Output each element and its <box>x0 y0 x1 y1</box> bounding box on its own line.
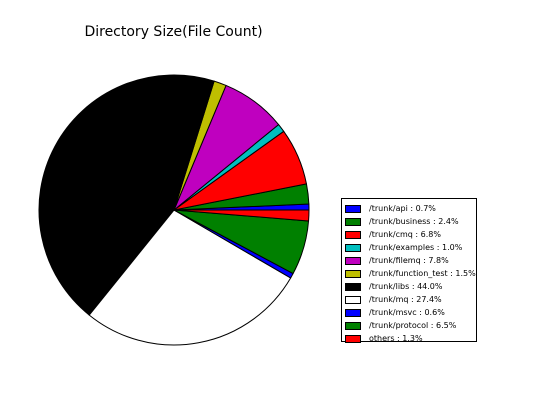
legend: /trunk/api : 0.7% /trunk/business : 2.4% /… <box>341 198 477 342</box>
legend-swatch <box>345 231 361 239</box>
legend-label: /trunk/msvc : 0.6% <box>369 308 445 317</box>
legend-swatch <box>345 257 361 265</box>
legend-item: /trunk/msvc : 0.6% <box>345 306 476 319</box>
legend-label: others : 1.3% <box>369 334 423 343</box>
legend-label: /trunk/function_test : 1.5% <box>369 269 476 278</box>
legend-label: /trunk/cmq : 6.8% <box>369 230 441 239</box>
legend-label: /trunk/mq : 27.4% <box>369 295 442 304</box>
legend-swatch <box>345 244 361 252</box>
legend-swatch <box>345 283 361 291</box>
legend-swatch <box>345 218 361 226</box>
legend-item: /trunk/libs : 44.0% <box>345 280 476 293</box>
legend-label: /trunk/libs : 44.0% <box>369 282 442 291</box>
legend-item: /trunk/filemq : 7.8% <box>345 254 476 267</box>
legend-swatch <box>345 205 361 213</box>
legend-swatch <box>345 335 361 343</box>
legend-item: /trunk/examples : 1.0% <box>345 241 476 254</box>
legend-item: /trunk/mq : 27.4% <box>345 293 476 306</box>
legend-swatch <box>345 270 361 278</box>
legend-label: /trunk/filemq : 7.8% <box>369 256 449 265</box>
legend-swatch <box>345 322 361 330</box>
legend-swatch <box>345 296 361 304</box>
legend-item: /trunk/business : 2.4% <box>345 215 476 228</box>
legend-label: /trunk/protocol : 6.5% <box>369 321 456 330</box>
legend-label: /trunk/examples : 1.0% <box>369 243 462 252</box>
legend-item: /trunk/protocol : 6.5% <box>345 319 476 332</box>
legend-item: /trunk/function_test : 1.5% <box>345 267 476 280</box>
legend-label: /trunk/api : 0.7% <box>369 204 436 213</box>
legend-label: /trunk/business : 2.4% <box>369 217 459 226</box>
legend-item: others : 1.3% <box>345 332 476 345</box>
legend-item: /trunk/api : 0.7% <box>345 202 476 215</box>
legend-swatch <box>345 309 361 317</box>
legend-item: /trunk/cmq : 6.8% <box>345 228 476 241</box>
